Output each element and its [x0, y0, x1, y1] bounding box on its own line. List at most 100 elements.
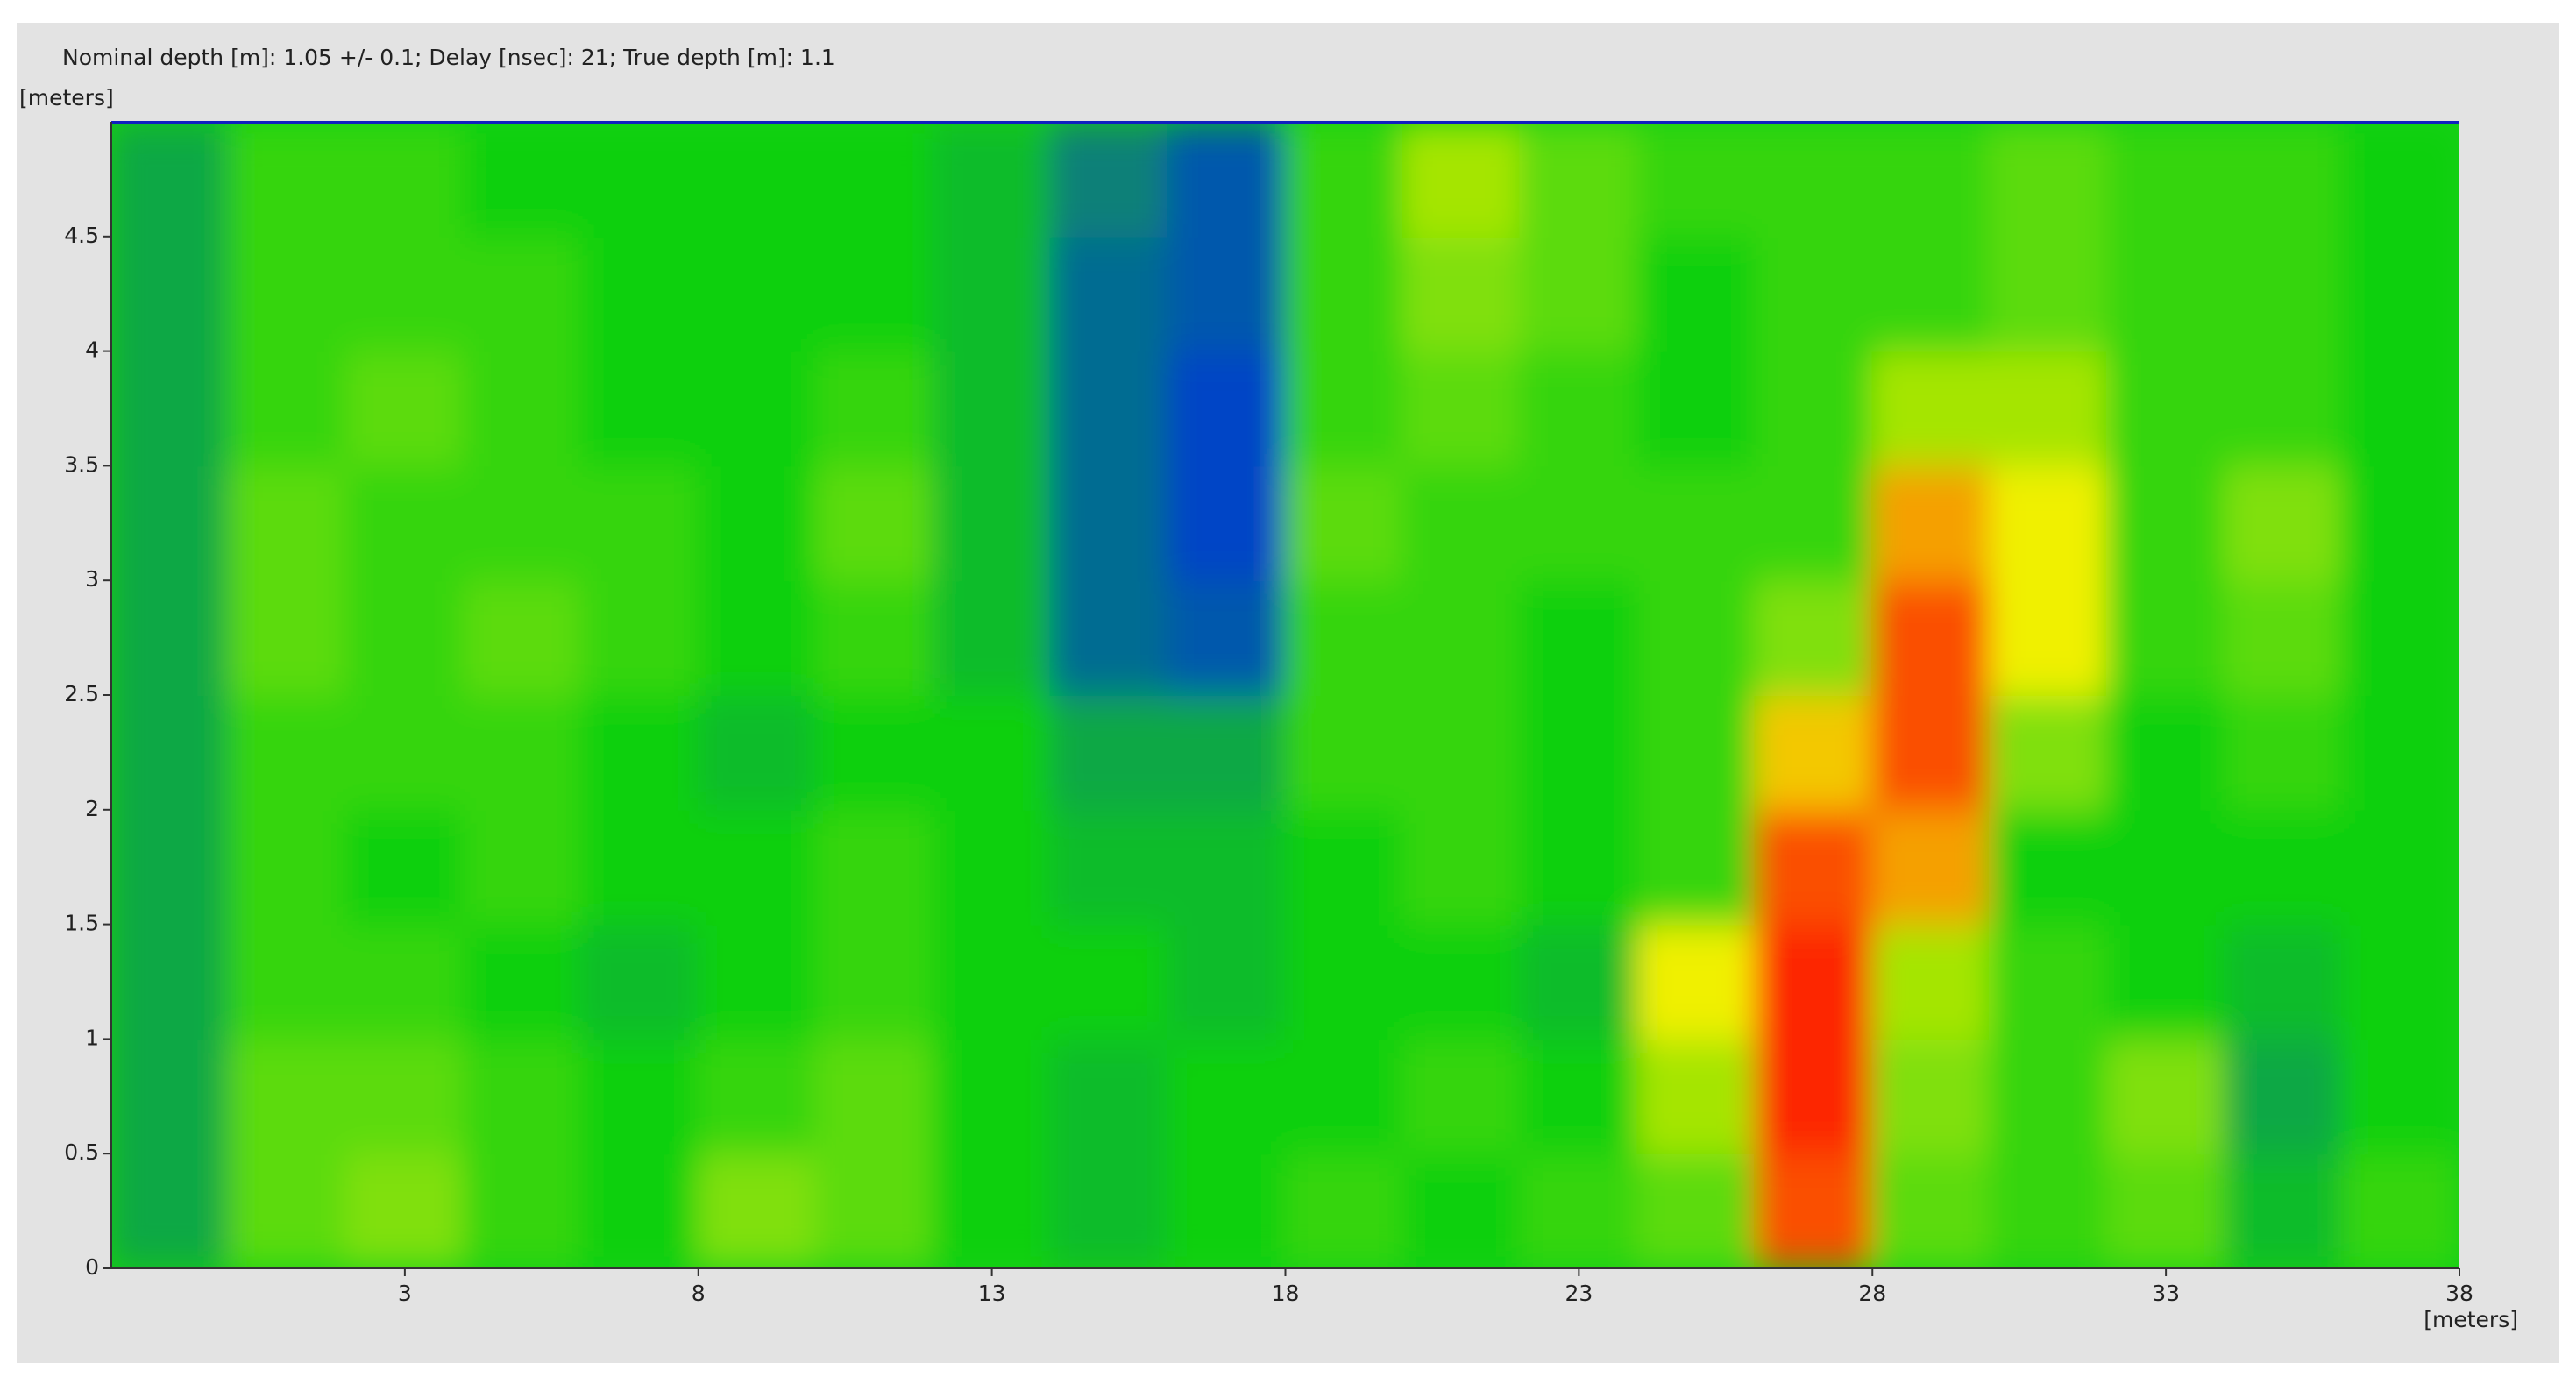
chart-title: Nominal depth [m]: 1.05 +/- 0.1; Delay [… — [62, 45, 835, 70]
heat-cell — [1402, 1153, 1522, 1268]
heat-cell — [1284, 923, 1404, 1040]
heat-cell — [462, 122, 582, 238]
heat-cell — [2106, 465, 2226, 582]
heat-cell — [697, 465, 817, 582]
heat-cell — [2106, 122, 2226, 238]
heat-cell — [814, 808, 934, 926]
heat-cell — [1871, 350, 1991, 467]
heat-cell — [1049, 694, 1169, 811]
heat-cell — [227, 235, 347, 352]
heat-cell — [2341, 579, 2459, 696]
heat-cell — [1871, 122, 1991, 238]
heat-cell — [932, 122, 1052, 238]
y-tick-label: 4.5 — [64, 223, 99, 248]
heat-cell — [1989, 350, 2109, 467]
heat-cell — [579, 465, 699, 582]
heat-cell — [2106, 1153, 2226, 1268]
heat-cell — [1402, 1038, 1522, 1155]
x-tick-label: 18 — [1272, 1281, 1300, 1306]
heat-cell — [1284, 694, 1404, 811]
heat-cell — [1871, 465, 1991, 582]
heat-cell — [2224, 122, 2344, 238]
heat-cell — [111, 350, 230, 467]
heat-cell — [344, 808, 465, 926]
heat-cell — [2341, 122, 2459, 238]
heat-cell — [344, 1153, 465, 1268]
heat-cell — [1284, 122, 1404, 238]
heat-cell — [227, 1038, 347, 1155]
y-tick-label: 0 — [85, 1254, 99, 1280]
heat-cell — [697, 235, 817, 352]
heat-cell — [2106, 350, 2226, 467]
heat-cell — [111, 235, 230, 352]
heat-cell — [1989, 465, 2109, 582]
heatmap-cells — [111, 122, 2459, 1268]
heat-cell — [1636, 694, 1756, 811]
heat-cell — [814, 1153, 934, 1268]
heat-cell — [697, 1153, 817, 1268]
heat-cell — [932, 1038, 1052, 1155]
y-axis-label: [meters] — [19, 85, 114, 110]
x-tick-label: 3 — [398, 1281, 412, 1306]
heat-cell — [1871, 235, 1991, 352]
heat-cell — [1871, 694, 1991, 811]
heat-cell — [2224, 923, 2344, 1040]
heat-cell — [1754, 1038, 1874, 1155]
heat-cell — [111, 122, 230, 238]
heat-cell — [814, 235, 934, 352]
heat-cell — [1167, 923, 1287, 1040]
heat-cell — [227, 350, 347, 467]
heat-cell — [344, 465, 465, 582]
heat-cell — [932, 235, 1052, 352]
heat-cell — [814, 579, 934, 696]
heat-cell — [1049, 465, 1169, 582]
x-tick-label: 8 — [692, 1281, 706, 1306]
heat-cell — [1402, 694, 1522, 811]
heat-cell — [1284, 465, 1404, 582]
heat-cell — [1871, 1038, 1991, 1155]
heat-cell — [2224, 694, 2344, 811]
heat-cell — [2341, 1153, 2459, 1268]
heat-cell — [1519, 694, 1639, 811]
heat-cell — [1636, 350, 1756, 467]
heat-cell — [1871, 1153, 1991, 1268]
heat-cell — [579, 1153, 699, 1268]
heat-cell — [1284, 1153, 1404, 1268]
heat-cell — [462, 1153, 582, 1268]
heat-cell — [814, 465, 934, 582]
heat-cell — [1754, 808, 1874, 926]
heat-cell — [1519, 1153, 1639, 1268]
heat-cell — [2341, 350, 2459, 467]
x-tick-label: 13 — [978, 1281, 1006, 1306]
heat-cell — [579, 808, 699, 926]
heat-cell — [1519, 923, 1639, 1040]
heat-cell — [2224, 1153, 2344, 1268]
heat-cell — [1989, 1038, 2109, 1155]
heat-cell — [2224, 579, 2344, 696]
heat-cell — [2106, 235, 2226, 352]
heat-cell — [2106, 1038, 2226, 1155]
heat-cell — [111, 1038, 230, 1155]
heat-cell — [1636, 122, 1756, 238]
heat-cell — [2341, 465, 2459, 582]
heat-cell — [1284, 235, 1404, 352]
heat-cell — [1167, 235, 1287, 352]
heat-cell — [932, 808, 1052, 926]
heat-cell — [1049, 808, 1169, 926]
heat-cell — [1636, 235, 1756, 352]
heat-cell — [1871, 923, 1991, 1040]
heat-cell — [2341, 1038, 2459, 1155]
heat-cell — [579, 923, 699, 1040]
heat-cell — [1754, 350, 1874, 467]
heat-cell — [1636, 808, 1756, 926]
heat-cell — [2106, 579, 2226, 696]
y-tick-label: 2 — [85, 796, 99, 821]
heat-cell — [462, 465, 582, 582]
heat-cell — [2224, 465, 2344, 582]
heat-cell — [1989, 579, 2109, 696]
y-tick-label: 1.5 — [64, 911, 99, 936]
heat-cell — [227, 808, 347, 926]
heat-cell — [932, 579, 1052, 696]
heat-cell — [1167, 350, 1287, 467]
